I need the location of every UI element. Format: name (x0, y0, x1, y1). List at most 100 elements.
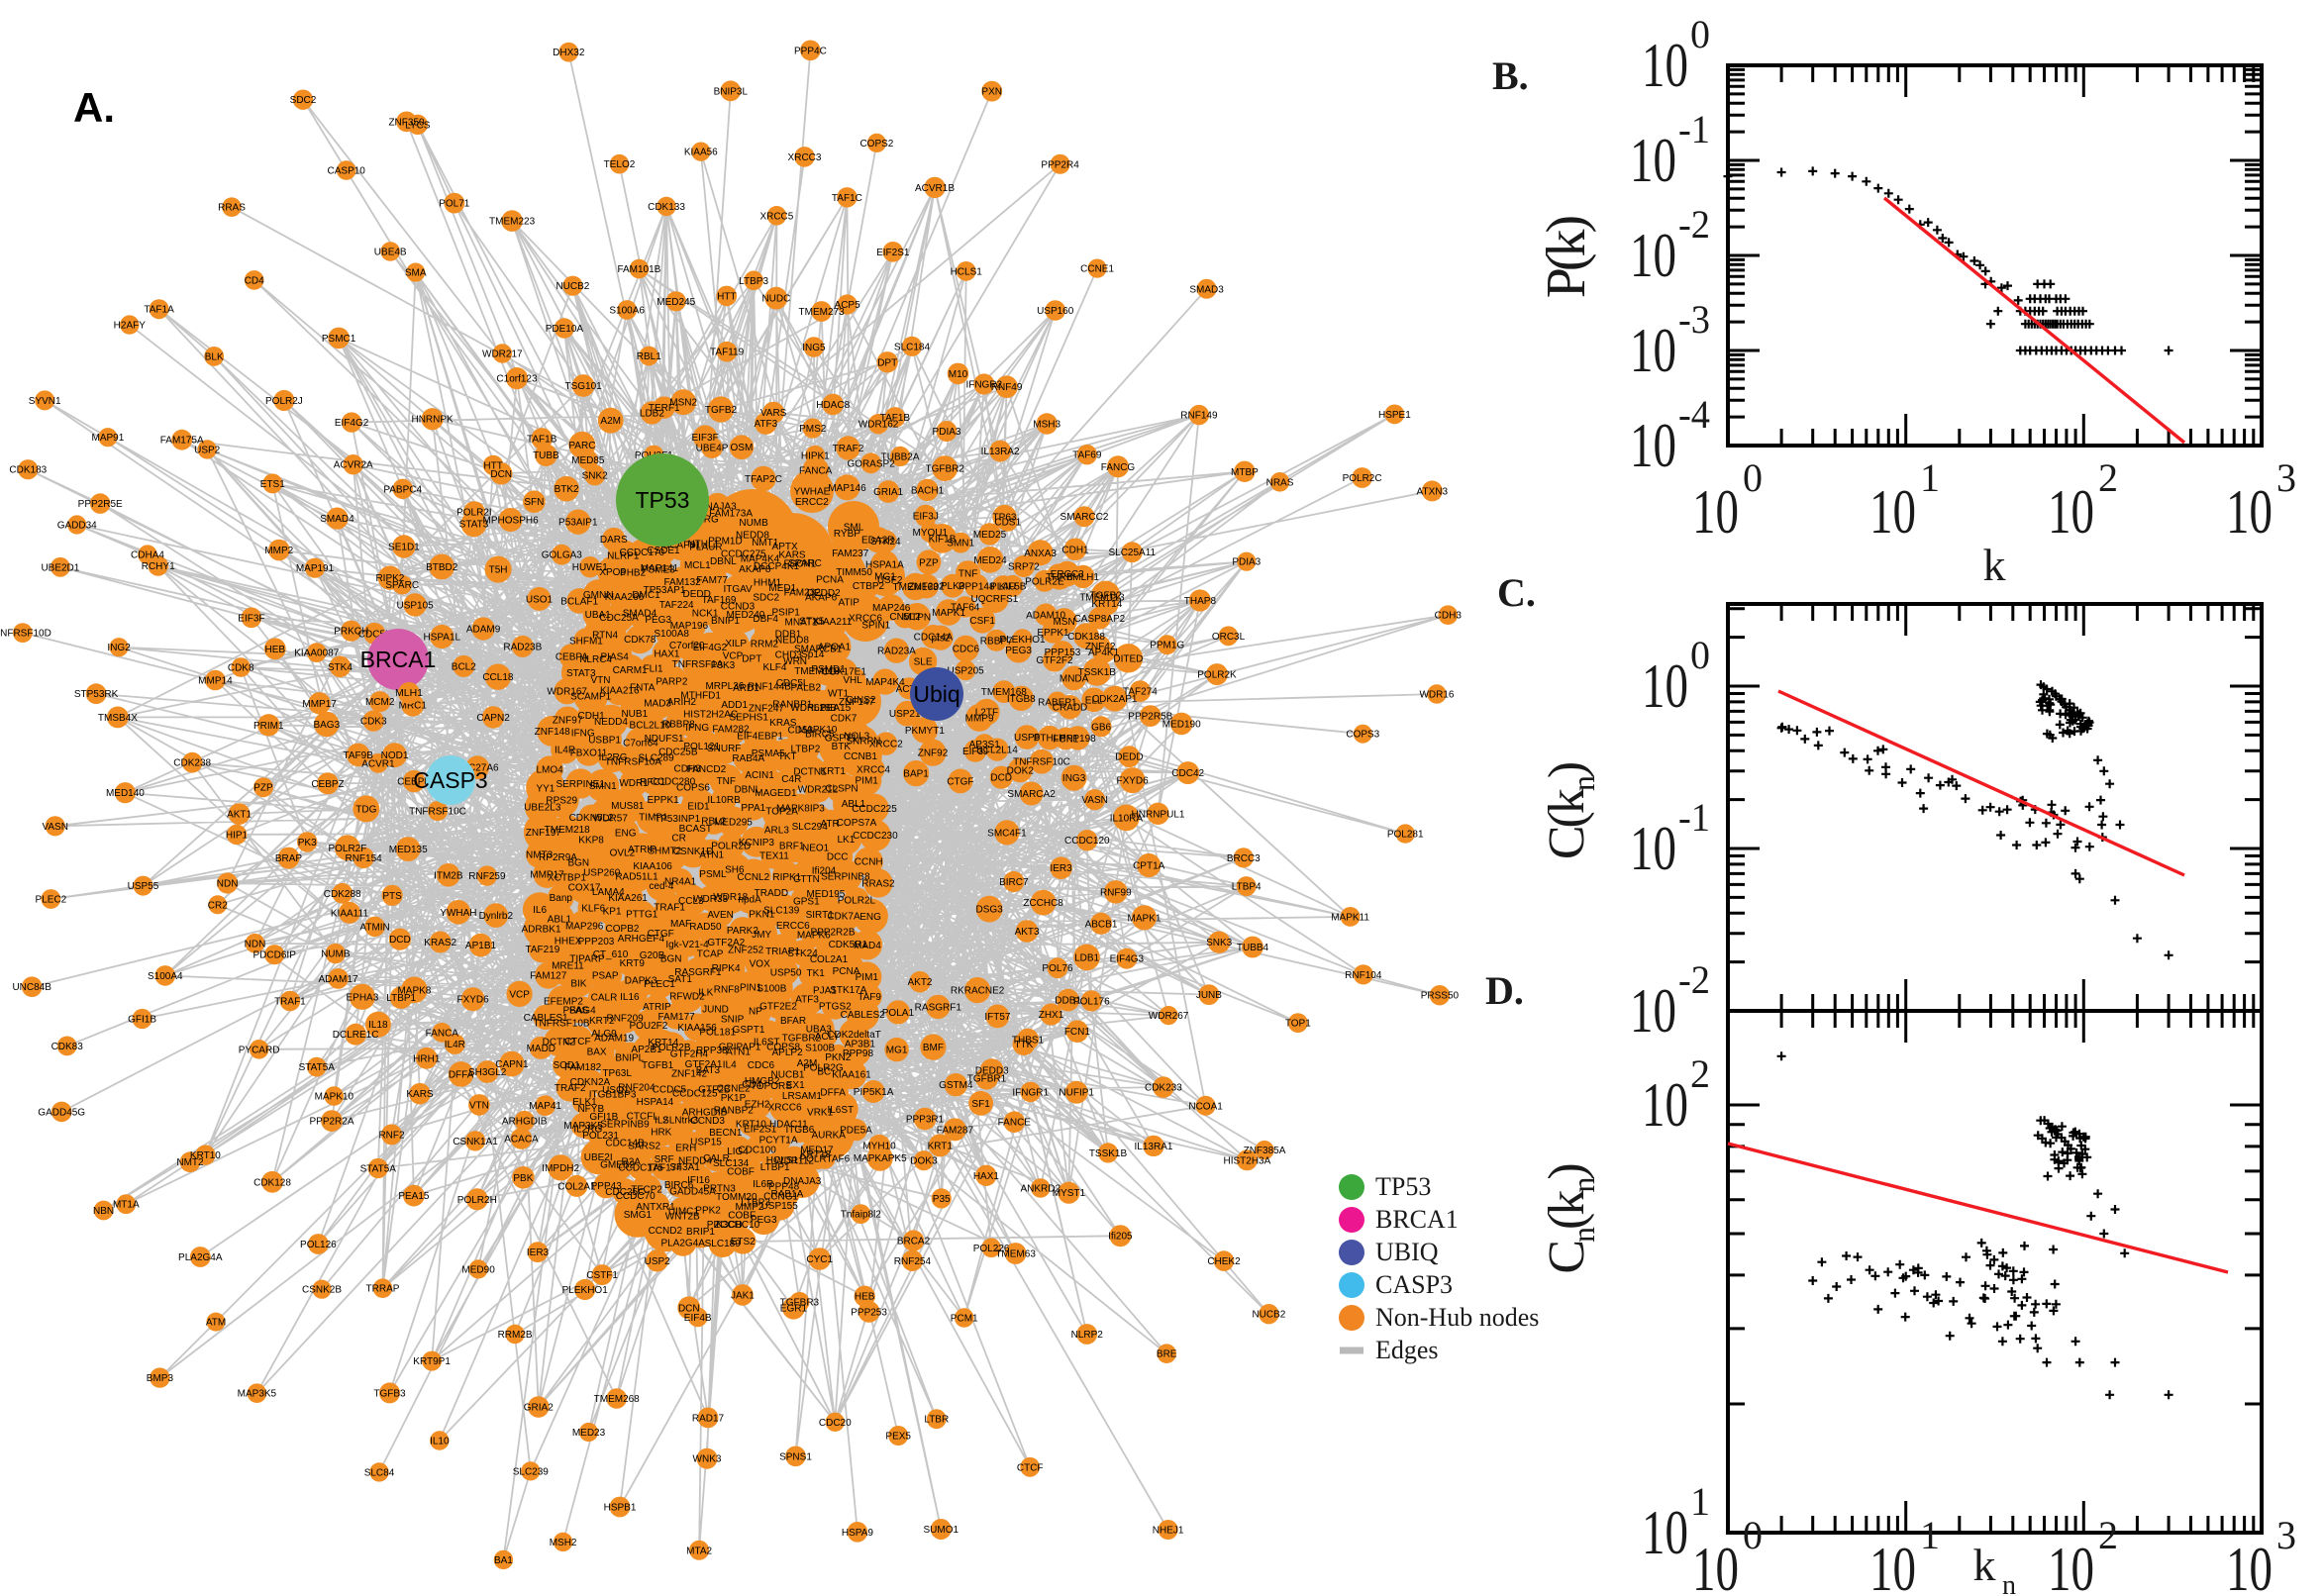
svg-text:SNIP: SNIP (721, 1014, 745, 1025)
svg-text:CCNH: CCNH (855, 857, 883, 868)
svg-text:RTN4: RTN4 (592, 630, 618, 641)
svg-text:STAT5A: STAT5A (360, 1164, 397, 1175)
svg-text:CTGF: CTGF (648, 929, 674, 940)
svg-text:2: 2 (1690, 1051, 1710, 1096)
svg-text:2: 2 (2098, 1513, 2118, 1557)
svg-text:IFI16: IFI16 (687, 1175, 710, 1186)
svg-text:PEG3: PEG3 (645, 615, 671, 626)
svg-text:MAF: MAF (670, 919, 691, 930)
svg-text:APTX: APTX (772, 542, 798, 552)
svg-text:CDH1: CDH1 (1061, 545, 1089, 555)
svg-text:MAP146: MAP146 (828, 483, 866, 494)
svg-text:RBBP8: RBBP8 (662, 720, 695, 731)
svg-text:TAF119: TAF119 (710, 348, 745, 358)
svg-text:EDA2R: EDA2R (861, 536, 894, 547)
svg-text:SLC25A11: SLC25A11 (1108, 548, 1156, 558)
svg-text:SLC139: SLC139 (763, 906, 800, 917)
svg-text:HAX1: HAX1 (973, 1171, 1000, 1182)
svg-text:RBBP7: RBBP7 (980, 636, 1013, 647)
svg-text:NDN: NDN (245, 939, 266, 949)
svg-text:RAD23B: RAD23B (503, 642, 542, 652)
svg-text:RRM2B: RRM2B (498, 1330, 533, 1341)
svg-text:TUBB4: TUBB4 (1237, 943, 1269, 953)
svg-text:3: 3 (2276, 455, 2296, 500)
svg-text:pfs2: pfs2 (932, 634, 951, 645)
svg-text:GTF2H4: GTF2H4 (670, 1049, 709, 1060)
svg-text:XPO5: XPO5 (599, 567, 626, 578)
svg-text:EID1: EID1 (687, 802, 710, 813)
svg-text:CDK8: CDK8 (228, 663, 254, 674)
svg-text:COPS6: COPS6 (676, 783, 710, 794)
svg-text:ATXN3: ATXN3 (1417, 486, 1449, 497)
svg-text:MSN2: MSN2 (669, 398, 697, 409)
svg-text:PCNA: PCNA (816, 575, 844, 586)
svg-text:GRIA2: GRIA2 (524, 1403, 554, 1414)
svg-text:10: 10 (1642, 30, 1688, 100)
svg-text:Tnfaip8l2: Tnfaip8l2 (841, 1210, 882, 1221)
svg-text:PPM1D: PPM1D (708, 537, 742, 548)
svg-text:10: 10 (2048, 476, 2094, 547)
svg-text:SERPINB9: SERPINB9 (600, 1119, 650, 1130)
svg-text:USF2: USF2 (877, 575, 903, 586)
svg-text:TAF1B: TAF1B (527, 434, 557, 445)
svg-text:MED1: MED1 (768, 583, 796, 594)
svg-text:10: 10 (1692, 1534, 1739, 1596)
svg-text:KLF6: KLF6 (581, 904, 605, 915)
svg-text:SHMT2: SHMT2 (648, 846, 681, 856)
svg-text:ATF3: ATF3 (795, 995, 819, 1006)
svg-text:PEA15: PEA15 (820, 703, 852, 714)
svg-text:BTBD2: BTBD2 (426, 562, 458, 573)
svg-text:NMT3: NMT3 (526, 850, 554, 861)
svg-text:A2M: A2M (797, 1058, 818, 1069)
svg-text:POLR2D: POLR2D (711, 842, 751, 852)
svg-text:HEB: HEB (855, 1292, 875, 1303)
svg-text:BCL2L14: BCL2L14 (976, 746, 1018, 756)
svg-text:VCP: VCP (509, 989, 530, 1000)
svg-text:ADAM17: ADAM17 (318, 974, 357, 985)
svg-text:PPP148: PPP148 (959, 581, 995, 592)
svg-text:CCDC175: CCDC175 (618, 1163, 663, 1174)
svg-text:TGFBR2: TGFBR2 (782, 1034, 822, 1045)
svg-text:PTS: PTS (382, 891, 402, 902)
svg-text:KP1: KP1 (603, 907, 622, 918)
svg-text:RNF2: RNF2 (378, 1130, 405, 1141)
svg-text:XRCC2: XRCC2 (869, 740, 903, 750)
svg-text:POLR2K: POLR2K (1197, 670, 1237, 681)
svg-text:COPS8: COPS8 (766, 1042, 800, 1052)
svg-text:SMARCB1: SMARCB1 (794, 645, 843, 655)
svg-text:SH3GL2: SH3GL2 (468, 1067, 507, 1078)
svg-text:POLR2I: POLR2I (456, 508, 492, 519)
svg-text:CALR: CALR (703, 1153, 730, 1164)
svg-text:WNK3: WNK3 (693, 1454, 722, 1465)
svg-text:10: 10 (1642, 650, 1688, 721)
svg-text:CYC1: CYC1 (806, 1254, 833, 1265)
svg-text:TRIAP1: TRIAP1 (765, 947, 800, 957)
svg-text:CSTF1: CSTF1 (586, 1270, 618, 1281)
svg-text:COBF: COBF (727, 1167, 755, 1178)
svg-text:ARHGDIB: ARHGDIB (682, 1108, 728, 1119)
svg-text:EIF4G2: EIF4G2 (693, 643, 728, 653)
svg-text:PSME3: PSME3 (642, 565, 675, 576)
svg-text:KRT1: KRT1 (821, 766, 847, 777)
svg-text:TOP2A: TOP2A (765, 807, 798, 818)
svg-text:CAPN2: CAPN2 (476, 713, 510, 724)
svg-text:STK17A: STK17A (830, 985, 867, 996)
svg-text:MED295: MED295 (714, 818, 753, 829)
svg-text:LTBP4: LTBP4 (1232, 882, 1262, 893)
svg-text:USP2: USP2 (194, 445, 221, 455)
svg-text:A2M: A2M (600, 416, 621, 427)
svg-text:GADD45A: GADD45A (669, 1186, 716, 1197)
svg-text:POLR2H: POLR2H (457, 1195, 497, 1206)
svg-text:PARG: PARG (691, 515, 719, 526)
svg-text:0: 0 (1743, 1513, 1763, 1557)
svg-text:PPP2R2A: PPP2R2A (309, 1117, 354, 1128)
svg-text:CABLES2: CABLES2 (841, 1010, 885, 1021)
svg-text:S100B: S100B (757, 984, 786, 995)
svg-text:DFFA: DFFA (820, 1087, 846, 1098)
svg-text:Sp14: Sp14 (801, 649, 825, 660)
svg-text:USO1: USO1 (526, 594, 554, 605)
svg-text:CARM1: CARM1 (613, 665, 648, 676)
svg-text:SERPINB8: SERPINB8 (821, 871, 870, 882)
svg-text:MPHOSPH6: MPHOSPH6 (483, 516, 540, 527)
svg-text:MAP3K5: MAP3K5 (238, 1389, 277, 1400)
